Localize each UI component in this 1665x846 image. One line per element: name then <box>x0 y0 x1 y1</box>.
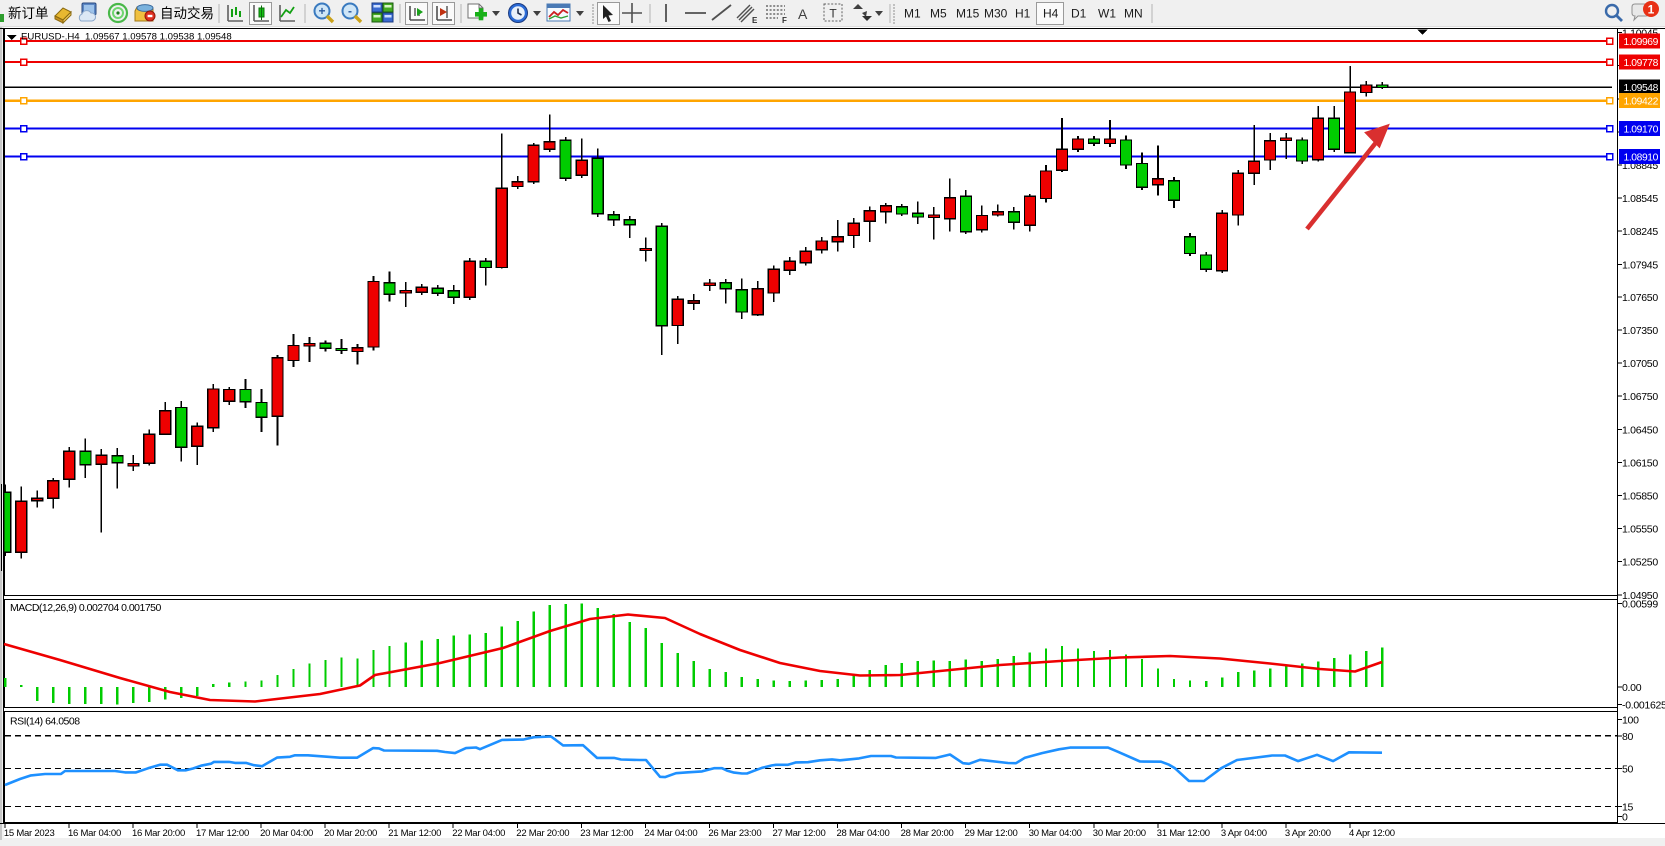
svg-text:自动交易: 自动交易 <box>160 5 214 21</box>
svg-text:0.00599: 0.00599 <box>1622 599 1658 611</box>
svg-text:0: 0 <box>1622 812 1628 824</box>
svg-text:3 Apr 04:00: 3 Apr 04:00 <box>1221 828 1267 839</box>
svg-text:RSI(14) 64.0508: RSI(14) 64.0508 <box>10 716 80 728</box>
svg-text:新订单: 新订单 <box>8 6 49 21</box>
svg-text:1.07350: 1.07350 <box>1622 325 1658 337</box>
svg-text:1.05850: 1.05850 <box>1622 491 1658 503</box>
svg-text:16 Mar 04:00: 16 Mar 04:00 <box>68 828 121 839</box>
svg-text:100: 100 <box>1622 715 1639 727</box>
svg-text:80: 80 <box>1622 731 1634 743</box>
svg-text:-: - <box>348 4 352 18</box>
svg-text:1.08545: 1.08545 <box>1622 193 1658 205</box>
svg-text:28 Mar 04:00: 28 Mar 04:00 <box>837 828 890 839</box>
svg-text:15: 15 <box>1622 802 1634 814</box>
svg-text:A: A <box>798 6 808 22</box>
svg-text:23 Mar 12:00: 23 Mar 12:00 <box>580 828 633 839</box>
svg-text:0.00: 0.00 <box>1622 682 1642 694</box>
svg-text:22 Mar 20:00: 22 Mar 20:00 <box>516 828 569 839</box>
svg-text:1.09170: 1.09170 <box>1624 125 1659 136</box>
svg-text:EURUSD-.H4 1.09567 1.09578 1.: EURUSD-.H4 1.09567 1.09578 1.09538 1.095… <box>21 32 232 43</box>
svg-text:16 Mar 20:00: 16 Mar 20:00 <box>132 828 185 839</box>
svg-text:1: 1 <box>1648 2 1655 16</box>
svg-text:M1: M1 <box>904 7 921 21</box>
svg-text:D1: D1 <box>1071 7 1087 21</box>
svg-text:MACD(12,26,9) 0.002704 0.00175: MACD(12,26,9) 0.002704 0.001750 <box>10 602 162 614</box>
svg-text:1.05550: 1.05550 <box>1622 524 1658 536</box>
svg-text:1.04950: 1.04950 <box>1622 590 1658 602</box>
svg-text:M15: M15 <box>956 7 980 21</box>
svg-text:1.07050: 1.07050 <box>1622 358 1658 370</box>
svg-text:H1: H1 <box>1015 7 1031 21</box>
svg-text:F: F <box>782 16 787 25</box>
svg-text:M30: M30 <box>984 7 1008 21</box>
svg-text:1.08245: 1.08245 <box>1622 226 1658 238</box>
svg-text:+: + <box>318 4 325 18</box>
svg-text:20 Mar 04:00: 20 Mar 04:00 <box>260 828 313 839</box>
svg-text:4 Apr 12:00: 4 Apr 12:00 <box>1349 828 1395 839</box>
svg-text:21 Mar 12:00: 21 Mar 12:00 <box>388 828 441 839</box>
svg-text:W1: W1 <box>1098 7 1116 21</box>
svg-text:MN: MN <box>1124 7 1143 21</box>
svg-text:1.06450: 1.06450 <box>1622 424 1658 436</box>
svg-text:1.07945: 1.07945 <box>1622 259 1658 271</box>
svg-text:22 Mar 04:00: 22 Mar 04:00 <box>452 828 505 839</box>
svg-text:27 Mar 12:00: 27 Mar 12:00 <box>773 828 826 839</box>
svg-text:3 Apr 20:00: 3 Apr 20:00 <box>1285 828 1331 839</box>
svg-text:15 Mar 2023: 15 Mar 2023 <box>4 828 55 839</box>
svg-text:1.08910: 1.08910 <box>1624 153 1659 164</box>
svg-text:1.09969: 1.09969 <box>1624 37 1659 48</box>
svg-text:1.06750: 1.06750 <box>1622 391 1658 403</box>
svg-text:1.09778: 1.09778 <box>1624 58 1659 69</box>
svg-text:H4: H4 <box>1043 7 1059 21</box>
svg-text:26 Mar 23:00: 26 Mar 23:00 <box>708 828 761 839</box>
svg-text:1.09548: 1.09548 <box>1624 83 1659 94</box>
svg-text:20 Mar 20:00: 20 Mar 20:00 <box>324 828 377 839</box>
svg-text:50: 50 <box>1622 764 1634 776</box>
svg-text:1.06150: 1.06150 <box>1622 457 1658 469</box>
svg-text:30 Mar 20:00: 30 Mar 20:00 <box>1093 828 1146 839</box>
svg-text:31 Mar 12:00: 31 Mar 12:00 <box>1157 828 1210 839</box>
svg-text:-0.001625: -0.001625 <box>1622 700 1665 712</box>
svg-text:24 Mar 04:00: 24 Mar 04:00 <box>644 828 697 839</box>
svg-text:1.05250: 1.05250 <box>1622 557 1658 569</box>
svg-text:E: E <box>752 16 758 25</box>
svg-text:T: T <box>829 7 837 21</box>
svg-text:17 Mar 12:00: 17 Mar 12:00 <box>196 828 249 839</box>
svg-text:1.07650: 1.07650 <box>1622 292 1658 304</box>
svg-text:28 Mar 20:00: 28 Mar 20:00 <box>901 828 954 839</box>
svg-text:29 Mar 12:00: 29 Mar 12:00 <box>965 828 1018 839</box>
svg-text:1.09422: 1.09422 <box>1624 97 1659 108</box>
svg-text:M5: M5 <box>930 7 947 21</box>
svg-text:30 Mar 04:00: 30 Mar 04:00 <box>1029 828 1082 839</box>
